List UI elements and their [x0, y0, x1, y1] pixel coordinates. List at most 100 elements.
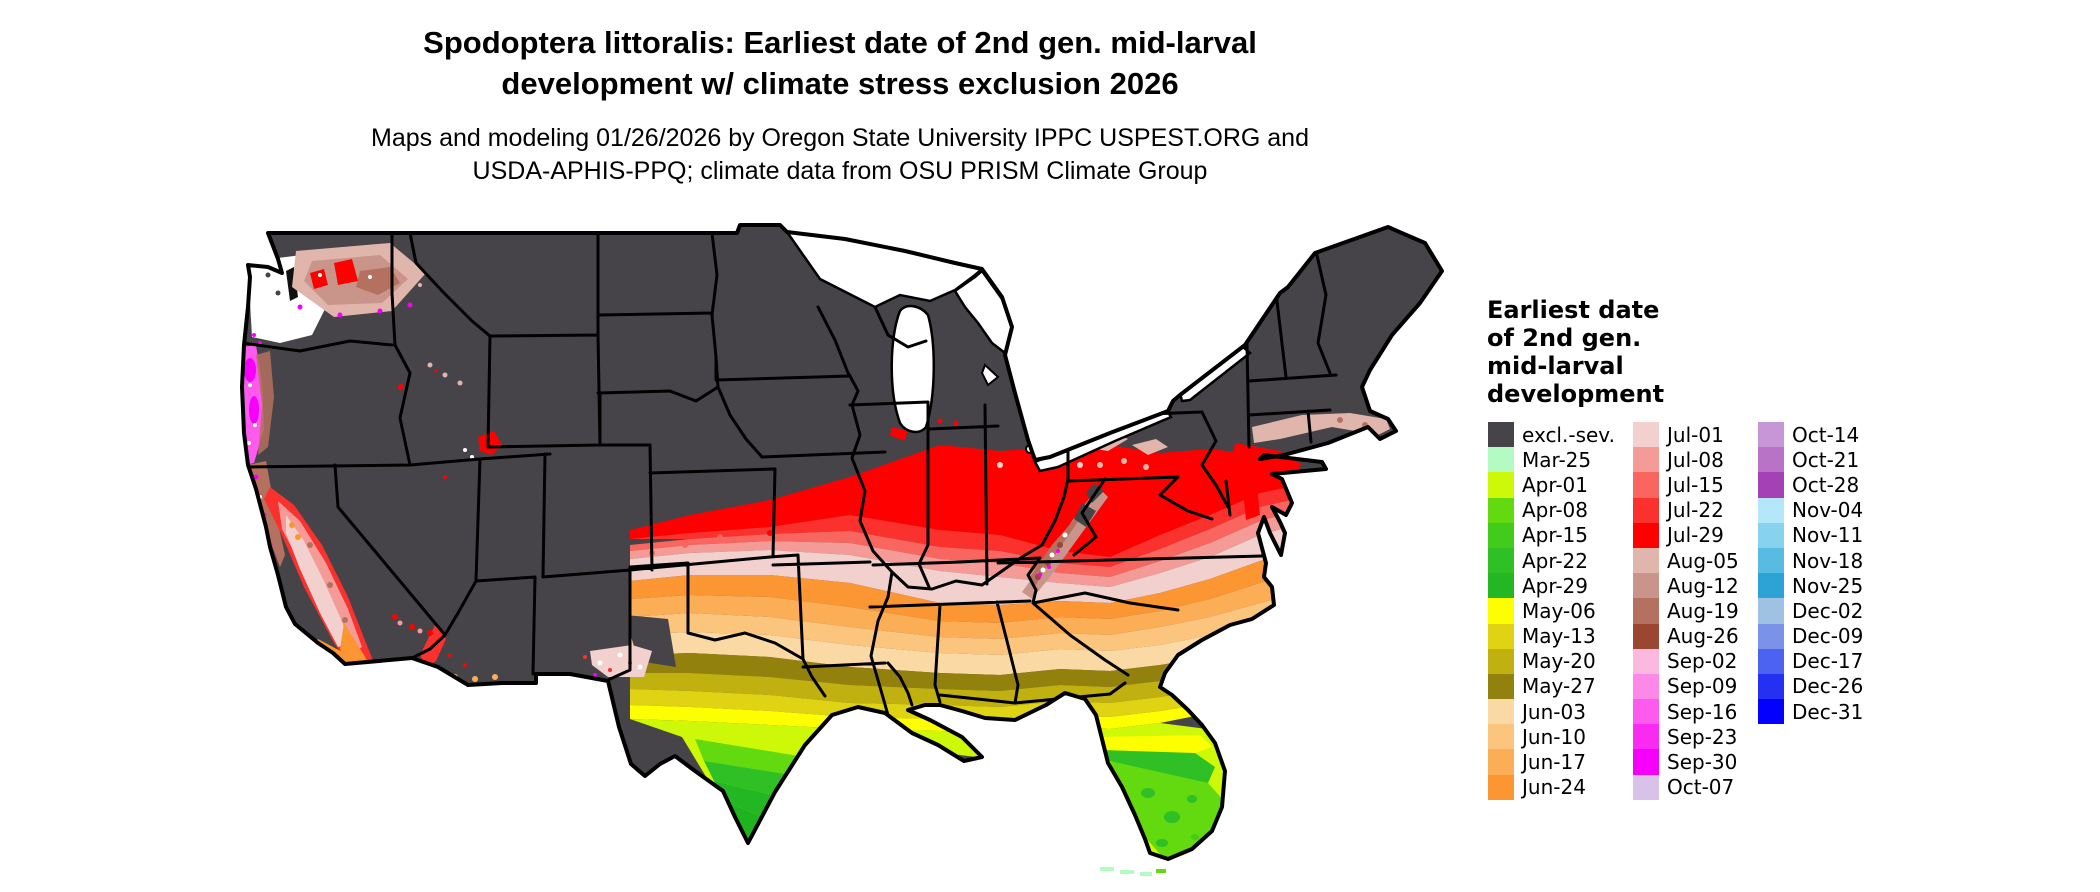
legend-swatch: [1633, 749, 1659, 775]
legend-title-line4: development: [1487, 380, 1665, 408]
legend-entry: Jul-29: [1633, 522, 1783, 548]
legend-label: Oct-07: [1667, 775, 1735, 800]
legend-swatch: [1488, 573, 1514, 599]
legend-label: Sep-23: [1667, 724, 1738, 749]
legend-swatch: [1633, 573, 1659, 599]
legend-label: Oct-14: [1792, 422, 1860, 447]
legend-swatch: [1758, 673, 1784, 700]
legend-swatch: [1633, 648, 1659, 674]
legend-swatch: [1488, 774, 1514, 800]
legend-label: Sep-30: [1667, 750, 1738, 775]
legend-swatch: [1758, 573, 1784, 599]
legend-swatch: [1633, 724, 1659, 750]
legend-label: Jul-01: [1667, 422, 1724, 447]
legend-column-3: Oct-14 Oct-21 Oct-28 Nov-04 Nov-11 Nov-18 Nov-…: [1758, 422, 1908, 725]
legend-label: Oct-21: [1792, 447, 1860, 472]
map-title-line1: Spodoptera littoralis: Earliest date of …: [423, 25, 1257, 60]
legend-swatch: [1758, 598, 1784, 624]
legend-label: Jun-03: [1522, 699, 1586, 724]
legend-label: Nov-04: [1792, 498, 1864, 523]
legend-label: Jul-08: [1667, 447, 1724, 472]
legend-label: Jul-15: [1667, 472, 1724, 497]
legend-entry: Aug-12: [1633, 573, 1783, 599]
legend-entry: Jul-15: [1633, 472, 1783, 498]
legend-label: May-20: [1522, 649, 1596, 674]
legend-label: Nov-18: [1792, 548, 1864, 573]
legend-label: Dec-17: [1792, 649, 1864, 674]
legend-entry: May-20: [1488, 648, 1638, 674]
legend-label: Apr-01: [1522, 472, 1588, 497]
legend-label: May-06: [1522, 598, 1596, 623]
legend-label: Apr-29: [1522, 573, 1588, 598]
legend-label: Apr-08: [1522, 498, 1588, 523]
legend-label: Dec-02: [1792, 598, 1864, 623]
legend-swatch: [1488, 598, 1514, 624]
legend-title-line3: mid-larval: [1487, 352, 1624, 380]
legend-entry: Nov-25: [1758, 573, 1908, 599]
legend-swatch: [1633, 623, 1659, 649]
legend-swatch: [1488, 673, 1514, 700]
legend-label: Dec-09: [1792, 624, 1864, 649]
legend-entry: May-27: [1488, 673, 1638, 700]
legend-entry: Apr-08: [1488, 497, 1638, 523]
legend-swatch: [1488, 422, 1514, 448]
legend-label: Sep-09: [1667, 674, 1738, 699]
legend-swatch: [1633, 673, 1659, 700]
map-title-line2: development w/ climate stress exclusion …: [501, 66, 1179, 101]
legend-entry: Sep-23: [1633, 724, 1783, 750]
legend-swatch: [1758, 699, 1784, 725]
legend-swatch: [1758, 522, 1784, 548]
legend-swatch: [1633, 522, 1659, 548]
legend-swatch: [1488, 724, 1514, 750]
legend-swatch: [1488, 623, 1514, 649]
legend-label: Dec-26: [1792, 674, 1864, 699]
legend-label: Dec-31: [1792, 699, 1864, 724]
legend-entry: Jul-22: [1633, 497, 1783, 523]
legend-entry: Jun-03: [1488, 699, 1638, 725]
map-subtitle: Maps and modeling 01/26/2026 by Oregon S…: [0, 122, 1680, 188]
legend-swatch: [1488, 547, 1514, 574]
legend-entry: Dec-02: [1758, 598, 1908, 624]
legend-entry: Sep-02: [1633, 648, 1783, 674]
legend-entry: Oct-21: [1758, 447, 1908, 473]
legend-swatch: [1633, 497, 1659, 523]
legend-swatch: [1633, 598, 1659, 624]
legend-entry: May-06: [1488, 598, 1638, 624]
legend-swatch: [1633, 422, 1659, 448]
us-map: [240, 215, 1445, 885]
legend-entry: excl.-sev.: [1488, 422, 1638, 448]
legend-entry: Apr-01: [1488, 472, 1638, 498]
legend-label: Aug-26: [1667, 624, 1739, 649]
map-subtitle-line1: Maps and modeling 01/26/2026 by Oregon S…: [371, 124, 1309, 152]
legend-entry: Dec-09: [1758, 623, 1908, 649]
legend-swatch: [1758, 547, 1784, 574]
legend-label: Apr-22: [1522, 548, 1588, 573]
legend-label: Aug-19: [1667, 598, 1739, 623]
legend-swatch: [1488, 648, 1514, 674]
legend-swatch: [1758, 447, 1784, 473]
legend-entry: Nov-11: [1758, 522, 1908, 548]
legend-entry: Sep-16: [1633, 699, 1783, 725]
legend-label: Jul-29: [1667, 523, 1724, 548]
legend-swatch: [1758, 648, 1784, 674]
legend-entry: Aug-19: [1633, 598, 1783, 624]
legend-entry: Apr-29: [1488, 573, 1638, 599]
legend-entry: Sep-30: [1633, 749, 1783, 775]
legend-swatch: [1633, 699, 1659, 725]
legend-entry: Jun-24: [1488, 774, 1638, 800]
legend-entry: Apr-15: [1488, 522, 1638, 548]
legend-entry: Apr-22: [1488, 547, 1638, 574]
legend-title-line2: of 2nd gen.: [1487, 324, 1642, 352]
legend-label: Aug-12: [1667, 573, 1739, 598]
legend-entry: Jun-10: [1488, 724, 1638, 750]
legend-label: May-27: [1522, 674, 1596, 699]
map-subtitle-line2: USDA-APHIS-PPQ; climate data from OSU PR…: [472, 157, 1208, 185]
legend-label: Jun-10: [1522, 724, 1586, 749]
legend-swatch: [1488, 699, 1514, 725]
legend-swatch: [1488, 497, 1514, 523]
legend-swatch: [1633, 774, 1659, 800]
legend-entry: Oct-28: [1758, 472, 1908, 498]
legend-swatch: [1633, 472, 1659, 498]
legend-label: Nov-25: [1792, 573, 1864, 598]
legend-swatch: [1758, 623, 1784, 649]
